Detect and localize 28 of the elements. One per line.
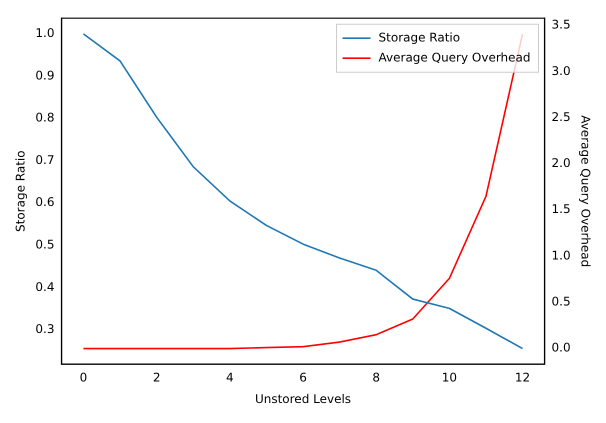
x-tick-label: 10 <box>442 370 458 385</box>
x-axis-title: Unstored Levels <box>254 392 352 406</box>
y2-tick-label: 1.5 <box>552 202 571 216</box>
y-tick-label: 0.6 <box>35 195 54 210</box>
x-tick-label: 4 <box>226 370 234 385</box>
x-tick-label: 8 <box>372 370 380 385</box>
y-tick-label: 0.8 <box>35 110 54 125</box>
legend-label: Storage Ratio <box>378 30 460 44</box>
y2-tick-label: 3.5 <box>552 18 571 32</box>
x-tick-label: 12 <box>514 370 530 385</box>
y-tick-label: 0.7 <box>35 152 54 167</box>
y2-tick-label: 2.0 <box>552 156 571 170</box>
x-tick-label: 6 <box>299 370 307 385</box>
y-tick-label: 0.3 <box>35 322 54 336</box>
y-axis-title: Storage Ratio <box>13 150 28 232</box>
y-tick-label: 0.9 <box>35 68 54 82</box>
legend-label: Average Query Overhead <box>378 50 531 64</box>
y2-tick-label: 0.5 <box>552 294 571 309</box>
y2-tick-label: 2.5 <box>552 110 571 124</box>
y-tick-label: 0.4 <box>35 280 54 294</box>
y2-tick-label: 3.0 <box>552 64 571 78</box>
x-tick-label: 2 <box>152 370 160 385</box>
y-tick-label: 1.0 <box>35 26 54 40</box>
y2-tick-label: 0.0 <box>552 340 571 355</box>
y2-axis-title: Average Query Overhead <box>578 115 593 268</box>
x-tick-label: 0 <box>80 370 88 385</box>
y2-tick-label: 1.0 <box>552 248 571 262</box>
y-tick-label: 0.5 <box>35 237 54 252</box>
